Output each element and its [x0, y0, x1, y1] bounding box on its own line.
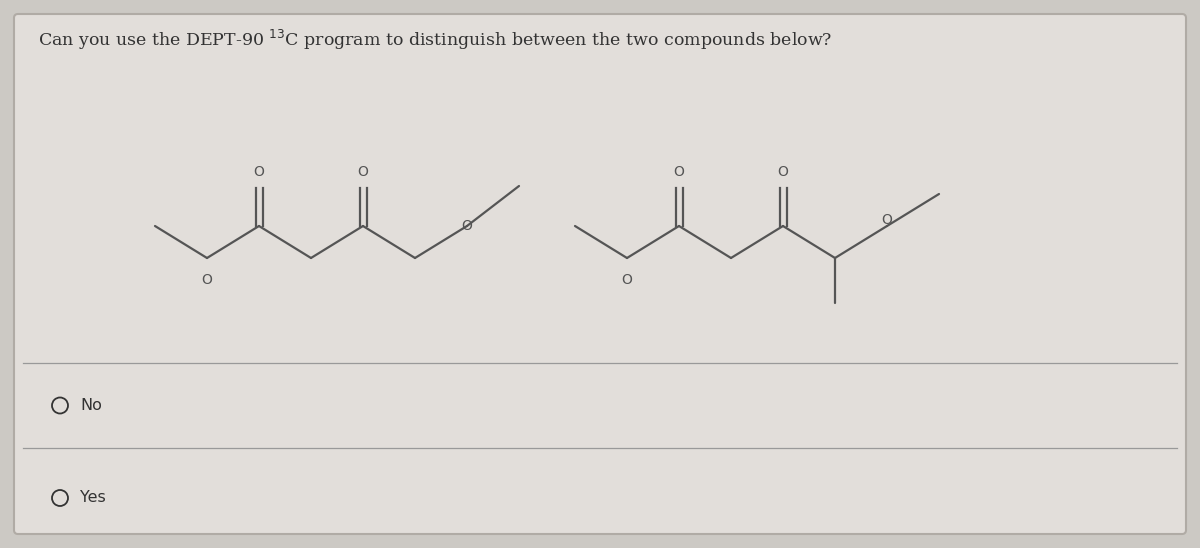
- Text: O: O: [202, 273, 212, 287]
- Text: O: O: [673, 165, 684, 179]
- Text: O: O: [462, 219, 473, 233]
- Text: O: O: [253, 165, 264, 179]
- Text: No: No: [80, 398, 102, 413]
- Text: O: O: [778, 165, 788, 179]
- Text: Yes: Yes: [80, 490, 106, 505]
- Text: Can you use the DEPT-90 $^{13}$C program to distinguish between the two compound: Can you use the DEPT-90 $^{13}$C program…: [38, 28, 833, 52]
- Text: O: O: [882, 213, 893, 227]
- FancyBboxPatch shape: [14, 14, 1186, 534]
- Text: O: O: [358, 165, 368, 179]
- Text: O: O: [622, 273, 632, 287]
